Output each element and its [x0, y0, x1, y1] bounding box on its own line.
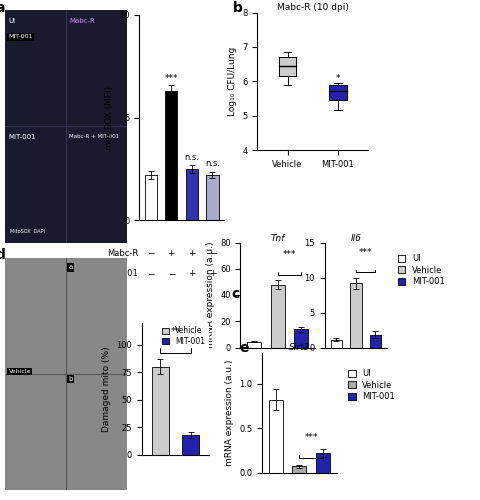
Text: −: − — [167, 269, 175, 278]
Bar — [292, 466, 306, 472]
Bar — [144, 175, 156, 220]
Bar — [182, 435, 199, 455]
Text: +: + — [188, 248, 195, 258]
Text: ***: *** — [358, 248, 372, 256]
Text: −: − — [147, 269, 154, 278]
Text: a: a — [0, 0, 4, 14]
Bar — [247, 342, 261, 347]
Bar — [330, 340, 342, 347]
Text: *: * — [335, 74, 339, 83]
Text: e: e — [239, 340, 249, 354]
Bar — [293, 329, 307, 347]
Bar — [152, 366, 168, 455]
Text: Mabc-R: Mabc-R — [107, 248, 138, 258]
Text: +: + — [208, 269, 216, 278]
Text: +: + — [167, 248, 175, 258]
Y-axis label: mRNA expression (a.u.): mRNA expression (a.u.) — [205, 242, 214, 348]
Title: Il6: Il6 — [350, 234, 360, 242]
Bar — [328, 86, 346, 100]
Title: Tnf: Tnf — [270, 234, 284, 242]
Text: n.s.: n.s. — [204, 158, 219, 168]
Text: +: + — [188, 269, 195, 278]
Text: ***: *** — [282, 250, 296, 259]
Legend: UI, Vehicle, MIT-001: UI, Vehicle, MIT-001 — [397, 254, 444, 286]
Text: UI: UI — [8, 18, 15, 24]
Text: ***: *** — [164, 74, 178, 82]
Text: MIT-001: MIT-001 — [9, 34, 33, 40]
Text: b: b — [232, 2, 242, 16]
Text: Mabc-R + MIT-001: Mabc-R + MIT-001 — [69, 134, 119, 140]
Bar — [278, 57, 296, 76]
Y-axis label: Damaged mito (%): Damaged mito (%) — [102, 346, 110, 432]
Text: Vehicle: Vehicle — [9, 369, 31, 374]
Text: c: c — [230, 288, 239, 302]
Text: MitoSOX  DAPI: MitoSOX DAPI — [10, 229, 45, 234]
Y-axis label: mitoSOX (MFI): mitoSOX (MFI) — [105, 86, 113, 150]
Title: Sirt3: Sirt3 — [288, 344, 310, 352]
Text: d: d — [0, 248, 5, 262]
Bar — [369, 335, 381, 347]
Text: a: a — [69, 264, 72, 270]
Title: Mabc-R (10 dpi): Mabc-R (10 dpi) — [276, 4, 348, 13]
Y-axis label: mRNA expression (a.u.): mRNA expression (a.u.) — [224, 359, 233, 466]
Legend: UI, Vehicle, MIT-001: UI, Vehicle, MIT-001 — [348, 369, 394, 401]
Text: −: − — [147, 248, 154, 258]
Bar — [165, 91, 177, 220]
Bar — [206, 175, 218, 220]
Text: **: ** — [171, 327, 180, 336]
Bar — [269, 400, 283, 472]
Text: n.s.: n.s. — [184, 152, 199, 162]
Bar — [349, 283, 361, 348]
Text: MIT-001: MIT-001 — [105, 269, 138, 278]
Bar — [270, 284, 284, 348]
Bar — [185, 169, 198, 220]
Bar — [315, 453, 329, 472]
Y-axis label: Log₁₀ CFU/Lung: Log₁₀ CFU/Lung — [227, 46, 236, 116]
Text: ***: *** — [304, 434, 317, 442]
Text: MIT-001: MIT-001 — [8, 134, 36, 140]
Text: b: b — [69, 376, 73, 382]
Text: Mabc-R: Mabc-R — [69, 18, 95, 24]
Legend: Vehicle, MIT-001: Vehicle, MIT-001 — [162, 326, 205, 346]
Text: −: − — [208, 248, 216, 258]
